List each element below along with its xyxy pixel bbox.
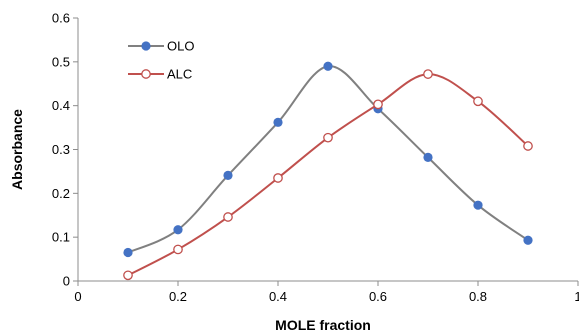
data-point-olo <box>523 235 533 245</box>
data-point-alc <box>223 212 233 222</box>
y-axis-title: Absorbance <box>9 109 25 190</box>
data-point-olo <box>273 117 283 127</box>
data-point-alc <box>423 69 433 79</box>
legend: OLO ALC <box>128 39 194 82</box>
series-olo <box>123 61 533 258</box>
y-tick-label: 0.5 <box>52 54 70 69</box>
data-point-olo <box>473 200 483 210</box>
data-point-alc <box>323 132 333 143</box>
legend-label-alc: ALC <box>167 67 192 82</box>
legend-marker-alc <box>141 69 151 79</box>
data-point-alc <box>273 173 283 183</box>
data-point-alc <box>473 96 483 107</box>
y-tick-label: 0.6 <box>52 11 70 26</box>
y-tick-label: 0 <box>63 274 70 289</box>
legend-item-alc: ALC <box>128 67 192 82</box>
data-point-alc <box>173 244 183 255</box>
data-point-olo <box>323 61 333 71</box>
data-point-olo <box>123 247 133 258</box>
y-tick-label: 0.1 <box>52 230 70 245</box>
data-point-olo <box>223 170 233 180</box>
series-layer <box>123 61 533 281</box>
data-point-alc <box>123 270 133 281</box>
x-tick-label: 0.8 <box>469 289 487 304</box>
x-tick-label: 0.6 <box>369 289 387 304</box>
y-tick-label: 0.2 <box>52 186 70 201</box>
legend-item-olo: OLO <box>128 39 194 54</box>
y-tick-label: 0.3 <box>52 142 70 157</box>
x-tick-label: 1 <box>574 289 579 304</box>
series-line-alc <box>127 73 529 277</box>
data-point-alc <box>373 99 383 110</box>
legend-marker-olo <box>141 41 151 51</box>
y-tick-label: 0.4 <box>52 98 70 113</box>
data-point-alc <box>523 141 533 151</box>
x-axis-ticks: 0 0.2 0.4 0.6 0.8 1 <box>74 281 579 304</box>
x-axis-title: MOLE fraction <box>275 317 371 333</box>
legend-label-olo: OLO <box>167 39 194 54</box>
y-axis-ticks: 0 0.1 0.2 0.3 0.4 0.5 0.6 <box>52 11 78 289</box>
x-tick-label: 0.4 <box>269 289 287 304</box>
series-alc <box>123 69 533 281</box>
x-tick-label: 0 <box>74 289 81 304</box>
x-tick-label: 0.2 <box>169 289 187 304</box>
data-point-olo <box>173 225 183 235</box>
data-point-olo <box>423 152 433 162</box>
